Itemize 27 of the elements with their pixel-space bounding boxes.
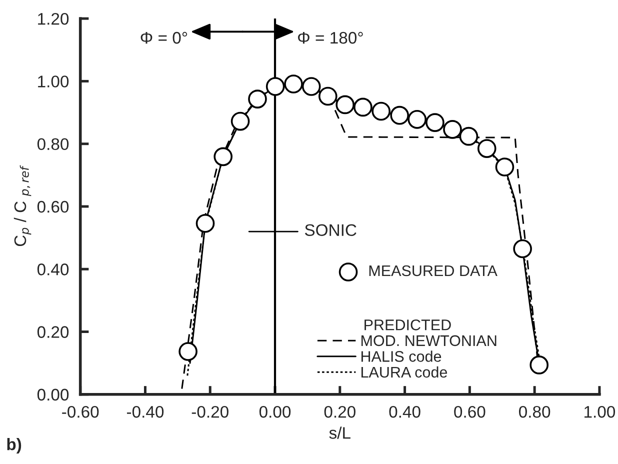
y-tick-label: 0.40	[37, 264, 69, 276]
x-tick-label: -0.60	[62, 406, 99, 418]
x-tick-label: 0.60	[454, 406, 486, 418]
legend-label: MOD. NEWTONIAN	[361, 335, 496, 346]
text: b)	[7, 438, 22, 454]
x-tick-label: -0.20	[192, 406, 228, 418]
annotation: SONIC	[304, 224, 356, 236]
annotation: Φ = 180°	[298, 32, 363, 44]
x-tick-label: 0.80	[519, 406, 550, 418]
y-tick-label: 0.60	[37, 200, 69, 213]
y-tick-label: 1.20	[38, 12, 69, 25]
legend-label: HALIS code	[361, 350, 442, 362]
x-tick-label: 0.20	[324, 406, 356, 418]
y-tick-label: 0.80	[37, 138, 69, 150]
legend-label: LAURA code	[361, 366, 448, 378]
x-tick-label: 0.00	[259, 406, 291, 418]
y-axis-title: C$_{p}$ / C $_{p,ref}$	[14, 165, 32, 246]
legend-label: MEASURED DATA	[369, 265, 498, 276]
y-tick-label: 0.00	[37, 388, 69, 401]
y-tick-label: 1.00	[38, 76, 69, 88]
y-tick-label: 0.20	[37, 326, 69, 338]
x-axis-title: s/L	[329, 426, 350, 439]
legend-title: PREDICTED	[364, 320, 451, 330]
annotation: Φ = 0°	[140, 32, 188, 44]
x-tick-label: -0.40	[126, 406, 164, 418]
x-tick-label: 0.40	[389, 406, 420, 418]
x-tick-label: 1.00	[584, 406, 616, 418]
